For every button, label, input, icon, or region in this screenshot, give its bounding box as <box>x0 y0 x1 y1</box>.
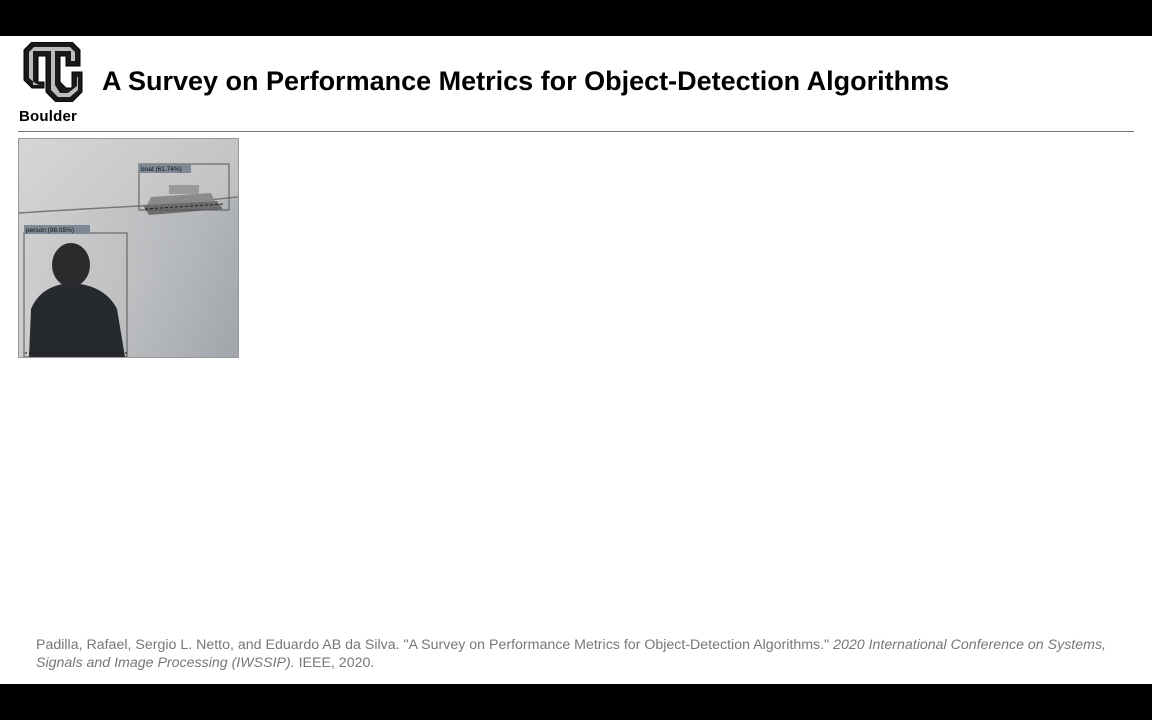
cu-boulder-logo: Boulder <box>18 42 86 126</box>
person-detection-label: person (98.05%) <box>26 227 74 234</box>
citation-authors-title: Padilla, Rafael, Sergio L. Netto, and Ed… <box>36 637 830 653</box>
reference-citation: Padilla, Rafael, Sergio L. Netto, and Ed… <box>36 636 1126 672</box>
title-divider <box>18 131 1134 132</box>
slide-title: A Survey on Performance Metrics for Obje… <box>102 66 950 96</box>
logo-text: Boulder <box>19 108 78 125</box>
cu-monogram-icon <box>23 42 83 102</box>
detection-example-image: boat (61.74%) person (98.05%) <box>18 138 239 358</box>
boat-detection-label: boat (61.74%) <box>141 166 182 173</box>
citation-publisher-year: IEEE, 2020. <box>298 655 375 671</box>
citation-venue: 2020 International Conference on Systems… <box>36 637 1106 671</box>
slide: Boulder A Survey on Performance Metrics … <box>0 36 1152 684</box>
